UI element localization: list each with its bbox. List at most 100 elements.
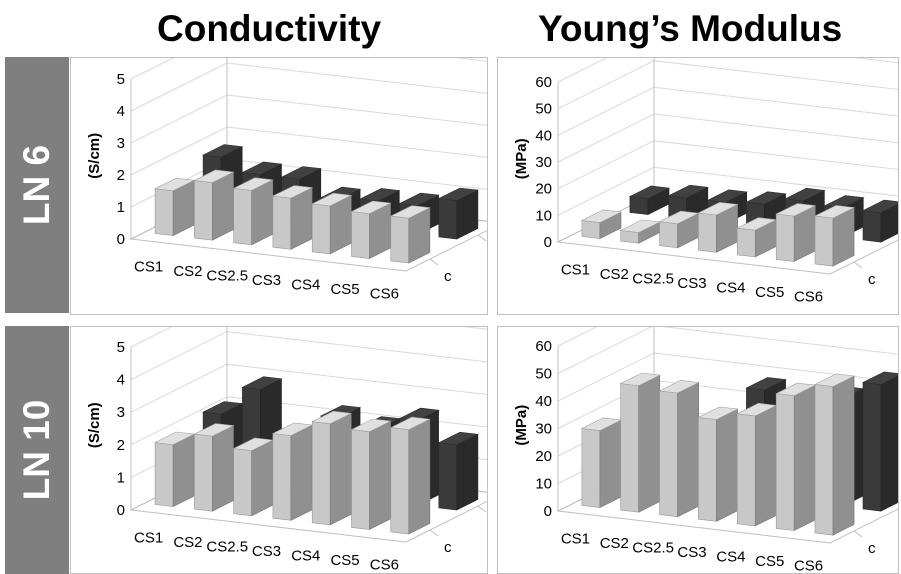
y-tick-label: 0	[544, 503, 552, 520]
y-tick-label: 30	[535, 154, 552, 171]
bar-c-front	[581, 220, 601, 239]
x-tick-label: CS4	[716, 280, 745, 297]
gridline	[130, 62, 487, 112]
bar-c-front	[775, 213, 795, 262]
x-tick-label: CS3	[252, 543, 281, 560]
x-tick-label: CS2	[600, 535, 629, 552]
x-tick-label: CS6	[794, 289, 823, 306]
bar-c-side	[638, 374, 661, 513]
bar-c-front	[581, 428, 601, 508]
conductivity-column-title: Conductivity	[157, 8, 382, 49]
bar-c-front	[272, 433, 292, 521]
depth-tick	[429, 258, 439, 266]
gridline	[557, 60, 898, 110]
x-tick-label: CS1	[134, 258, 163, 275]
y-tick-label: 40	[535, 393, 552, 410]
bar-c-top	[232, 177, 274, 191]
bar-c-top	[350, 200, 392, 215]
chart-panel-ln10-modulus: 0 10 20 30 40 50 60 (MPa) CS1 CS2 CS2.5 CS3 CS4 CS5 CS…	[497, 326, 899, 574]
y-tick-label: 2	[117, 167, 125, 184]
bar-nc-front	[438, 198, 458, 240]
y-tick-label: 20	[535, 181, 552, 198]
bar-c-front	[775, 393, 795, 531]
bar-c-top	[619, 372, 661, 387]
gridline	[557, 113, 898, 163]
bar-c-front	[233, 187, 252, 246]
gridline	[130, 363, 487, 413]
x-tick-label: CS1	[561, 261, 590, 278]
depth-tick	[853, 261, 863, 269]
y-tick-label: 3	[117, 404, 125, 421]
bar-c-front	[154, 442, 174, 507]
bar-c-side	[408, 418, 431, 535]
x-tick-label: CS6	[794, 558, 823, 573]
bar-nc-top	[745, 191, 787, 205]
y-tick-label: 10	[535, 476, 552, 493]
x-tick-label: CS5	[330, 281, 359, 298]
row-label-ln6-text: LN 6	[16, 144, 57, 226]
x-tick-label: CS4	[716, 549, 745, 566]
bar-nc-top	[280, 166, 322, 180]
gridline	[557, 86, 898, 136]
gridline	[130, 94, 487, 144]
row-label-ln10-text: LN 10	[16, 399, 57, 501]
bar-c-side	[329, 412, 352, 526]
bar-c-front	[194, 180, 213, 241]
bar-nc-top	[667, 184, 709, 199]
chart-ln6-modulus: 0 10 20 30 40 50 60 (MPa) CS1 CS2 CS2.5 CS3 CS4 CS5 CS…	[513, 58, 898, 306]
youngs-modulus-column-title: Young’s Modulus	[538, 8, 843, 49]
bar-c-side	[793, 384, 816, 531]
bar-c-top	[580, 209, 623, 223]
bar-c-side	[716, 408, 738, 522]
bar-c-top	[389, 416, 431, 431]
bar-c-side	[677, 382, 699, 518]
x-tick-label: CS2	[173, 263, 202, 280]
bar-c-top	[658, 379, 700, 394]
series-label-c: c	[868, 540, 876, 557]
y-axis-label: (MPa)	[513, 405, 530, 446]
y-axis-label: (MPa)	[513, 138, 530, 179]
bar-c-side	[251, 439, 274, 517]
bar-c-side	[212, 425, 234, 512]
x-tick-label: CS2.5	[206, 267, 248, 284]
series-label-c: c	[444, 539, 452, 556]
gridline	[557, 140, 898, 190]
x-tick-label: CS4	[291, 277, 320, 294]
bar-c-front	[814, 384, 834, 536]
bar-c-side	[832, 375, 855, 536]
bar-c-side	[290, 424, 313, 521]
bar-c-front	[698, 417, 717, 522]
y-axis-label: (S/cm)	[86, 133, 103, 179]
chart-ln10-modulus: 0 10 20 30 40 50 60 (MPa) CS1 CS2 CS2.5 CS3 CS4 CS5 CS…	[513, 327, 898, 573]
bar-c-front	[351, 429, 370, 530]
x-tick-label: CS1	[134, 529, 163, 546]
x-tick-label: CS5	[330, 552, 359, 569]
y-tick-label: 3	[117, 135, 125, 152]
bar-c-top	[697, 406, 739, 420]
y-tick-label: 0	[117, 231, 125, 248]
bar-c-side	[599, 419, 622, 509]
bar-nc-front	[862, 210, 882, 243]
depth-tick	[477, 505, 487, 513]
x-tick-label: CS5	[755, 284, 784, 301]
y-tick-label: 50	[535, 366, 552, 383]
bar-nc-top	[861, 371, 898, 385]
x-tick-label: CS3	[252, 272, 281, 289]
bar-c-top	[813, 205, 856, 219]
x-tick-label: CS3	[677, 544, 706, 561]
bar-nc-top	[359, 188, 401, 202]
bar-c-top	[311, 410, 353, 425]
bar-nc-top	[241, 161, 283, 175]
bar-c-top	[813, 373, 856, 387]
y-tick-label: 4	[117, 372, 125, 389]
bar-c-side	[369, 420, 391, 530]
bar-nc-top	[706, 189, 748, 203]
bar-c-front	[737, 227, 756, 258]
gridline	[557, 327, 898, 374]
y-tick-label: 1	[117, 469, 125, 486]
bar-c-front	[737, 413, 756, 527]
y-tick-label: 0	[544, 234, 552, 251]
y-tick-label: 0	[117, 502, 125, 519]
